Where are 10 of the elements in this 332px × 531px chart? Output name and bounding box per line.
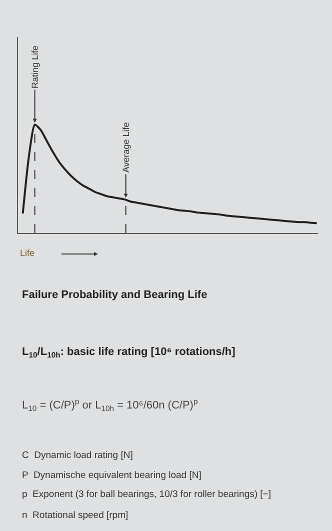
text: L$_{10}$/L$_{10h}$: basic life rating [10⁶ rotations/h] [22, 346, 236, 360]
text: P Dynamische equivalent bearing load [N] [22, 470, 202, 481]
text: p Exponent (3 for ball bearings, 10/3 for roller bearings) [−] [22, 489, 271, 500]
text: Rating Life [30, 45, 40, 89]
annotation: Average Life [121, 122, 132, 173]
text: n Rotational speed [rpm] [22, 510, 128, 521]
text: L$_{10}$ = (C/P)$^{p}$ or L$_{10h}$ = 10⁶/60n (C/P)$^{p}$ [22, 397, 198, 413]
text: Failure Probability and Bearing Life [22, 289, 208, 301]
text: C Dynamic load rating [N] [22, 450, 133, 461]
x-axis-title: Life [20, 248, 35, 258]
